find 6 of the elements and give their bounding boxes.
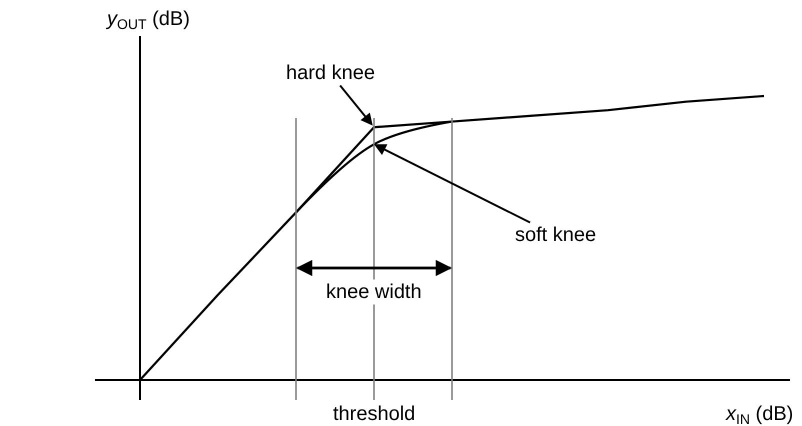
- y-axis-title: y$_{OUT}$ (dB): [105, 8, 190, 32]
- text: hard knee: [286, 62, 375, 84]
- x-axis-title: x$_{IN}$ (dB): [725, 403, 794, 426]
- annotation: knee width: [326, 281, 422, 303]
- text: threshold: [333, 403, 416, 425]
- text: soft knee: [515, 224, 596, 246]
